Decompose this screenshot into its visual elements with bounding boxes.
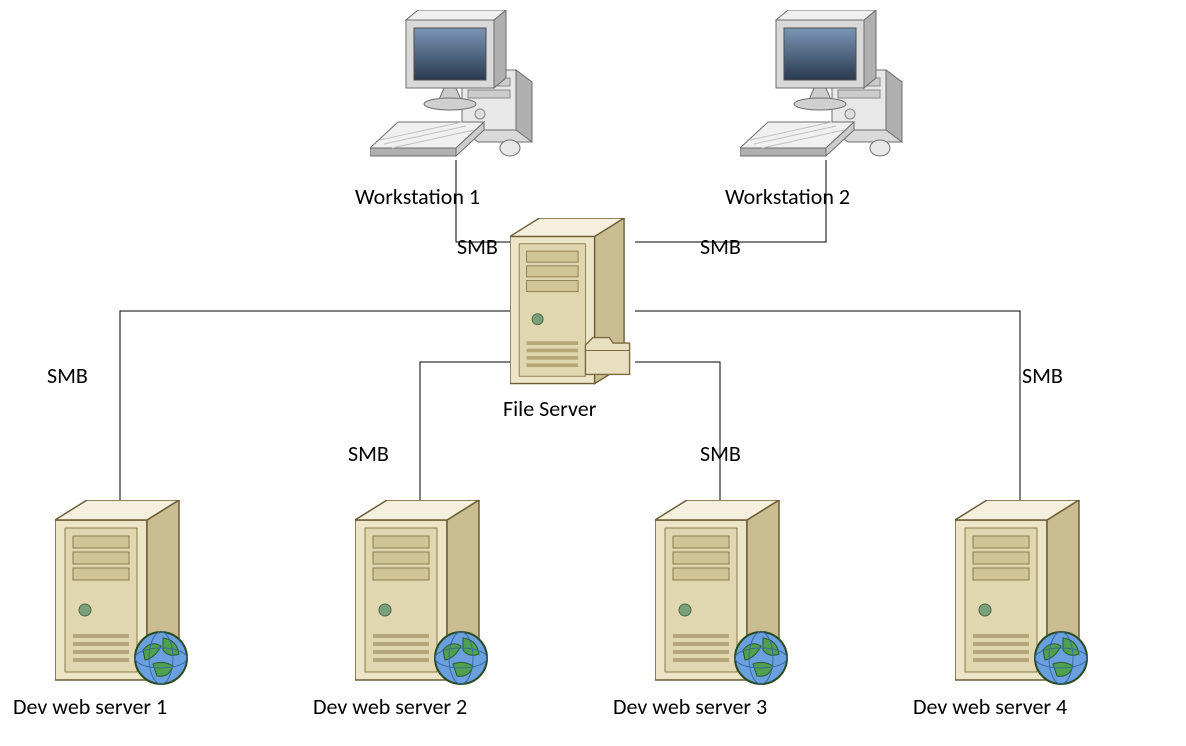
node-dev-web-server-3 [655,500,805,700]
label-workstation-2: Workstation 2 [725,183,850,210]
web-server-icon [955,500,1105,695]
node-file-server [510,218,650,408]
edge-line [120,311,512,502]
label-workstation-1: Workstation 1 [355,183,480,210]
edge-label-smb: SMB [700,233,741,260]
node-dev-web-server-1 [55,500,205,700]
web-server-icon [55,500,205,695]
node-workstation-1 [370,10,540,175]
edge-label-smb: SMB [457,233,498,260]
node-dev-web-server-4 [955,500,1105,700]
edge-label-smb: SMB [47,362,88,389]
workstation-icon [740,10,910,170]
label-dev-web-server-4: Dev web server 4 [913,693,1067,720]
node-workstation-2 [740,10,910,175]
workstation-icon [370,10,540,170]
edge-label-smb: SMB [700,440,741,467]
edge-label-smb: SMB [348,440,389,467]
label-dev-web-server-3: Dev web server 3 [613,693,767,720]
edge-label-smb: SMB [1022,362,1063,389]
label-dev-web-server-1: Dev web server 1 [13,693,167,720]
web-server-icon [655,500,805,695]
edge-line [420,362,512,502]
label-file-server: File Server [503,395,596,422]
file-server-icon [510,218,650,403]
edge-line [635,311,1020,502]
web-server-icon [355,500,505,695]
label-dev-web-server-2: Dev web server 2 [313,693,467,720]
node-dev-web-server-2 [355,500,505,700]
